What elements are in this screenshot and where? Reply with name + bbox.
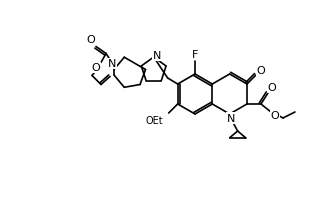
Text: N: N bbox=[152, 51, 161, 61]
Text: O: O bbox=[271, 110, 279, 120]
Text: O: O bbox=[92, 63, 100, 73]
Text: F: F bbox=[192, 50, 198, 60]
Text: O: O bbox=[87, 35, 95, 45]
Text: O: O bbox=[256, 66, 265, 76]
Text: N: N bbox=[108, 59, 116, 69]
Text: O: O bbox=[267, 83, 276, 93]
Text: N: N bbox=[226, 114, 235, 123]
Text: OEt: OEt bbox=[146, 115, 163, 125]
